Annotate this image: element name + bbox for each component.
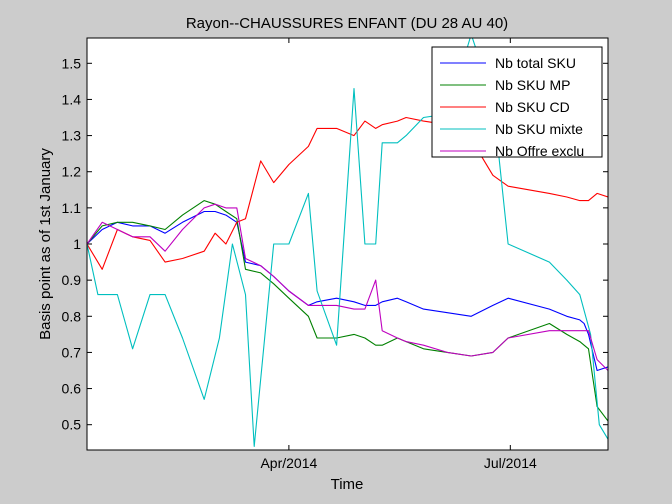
legend-label: Nb Offre exclu [495,143,584,159]
x-tick-label: Jul/2014 [484,455,537,471]
y-axis-label: Basis point as of 1st January [37,148,54,340]
legend-box [431,46,603,158]
series-line-nb-offre-exclu [87,203,608,371]
legend-label: Nb SKU mixte [495,121,583,137]
series-line-nb-sku-mp [87,200,608,422]
plot-border [86,37,609,451]
y-tick-label: 0.6 [62,381,82,397]
y-tick-label: 0.8 [62,308,82,324]
x-axis-label: Time [331,476,364,493]
legend-label: Nb total SKU [495,55,576,71]
chart-title: Rayon--CHAUSSURES ENFANT (DU 28 AU 40) [186,15,508,32]
y-tick-label: 1.2 [62,164,82,180]
series-line-nb-sku-cd [87,116,608,270]
x-tick-label: Apr/2014 [260,455,317,471]
y-tick-label: 1 [73,236,81,252]
y-tick-label: 0.7 [62,344,82,360]
y-tick-label: 1.4 [62,91,82,107]
y-axis-ticks: 0.5 0.6 0.7 0.8 0.9 1 1.1 1.2 1.3 1.4 1.5 [62,55,608,433]
x-axis-ticks: Apr/2014 Jul/2014 [260,38,537,471]
series-lines [87,38,608,447]
y-tick-label: 1.1 [62,200,82,216]
y-tick-label: 0.5 [62,417,82,433]
legend-label: Nb SKU MP [495,77,570,93]
y-tick-label: 1.3 [62,128,82,144]
y-tick-label: 1.5 [62,55,82,71]
legend-label: Nb SKU CD [495,99,570,115]
legend: Nb total SKU Nb SKU MP Nb SKU CD Nb SKU mix… [431,46,603,159]
y-tick-label: 0.9 [62,272,82,288]
series-line-nb-sku-mixte [87,38,608,447]
series-line-nb-total-sku [87,210,608,372]
